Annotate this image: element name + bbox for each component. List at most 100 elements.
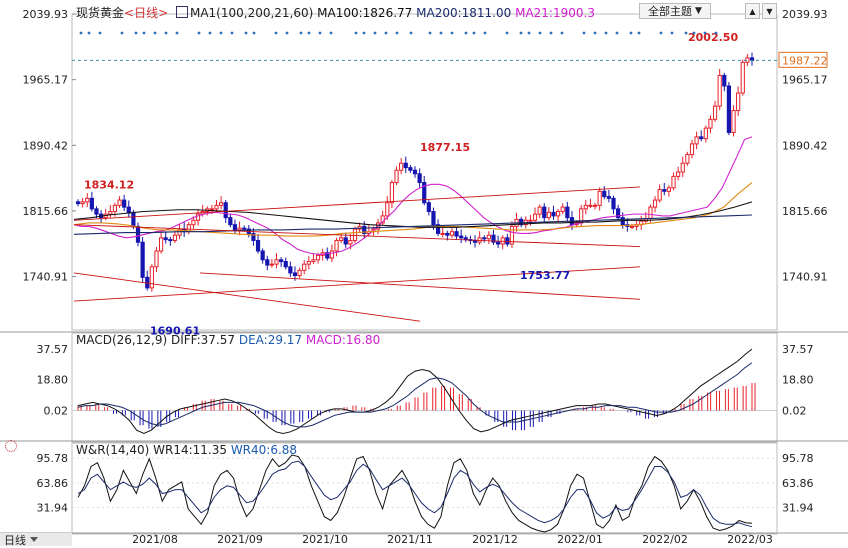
signal-dot — [549, 31, 553, 35]
signal-dot — [428, 31, 432, 35]
period-tab[interactable]: 日线 — [0, 532, 72, 547]
candle-body — [389, 182, 395, 204]
candle-body — [606, 196, 611, 199]
candle-body — [403, 162, 408, 169]
macd-y-tick-right: 37.57 — [782, 343, 814, 356]
signal-dot — [582, 31, 586, 35]
candle-body — [242, 227, 247, 230]
candle-body — [712, 105, 718, 120]
x-tick: 2021/11 — [387, 533, 433, 546]
candle-body — [459, 235, 464, 239]
candle-body — [629, 225, 635, 228]
signal-dot — [483, 31, 487, 35]
signal-dot — [464, 31, 468, 35]
signal-dot — [142, 31, 146, 35]
candle-body — [546, 211, 551, 219]
candle-body — [472, 239, 478, 243]
y-tick-left: 1965.17 — [23, 74, 69, 87]
signal-dot — [208, 31, 212, 35]
candle-body — [297, 269, 302, 277]
candle-body — [255, 239, 261, 252]
candle-body — [417, 173, 422, 184]
candle-body — [219, 202, 224, 206]
wr-label[interactable]: W&R(14,40) — [76, 443, 150, 457]
theme-dropdown[interactable]: 全部主题 ▼ — [639, 3, 711, 19]
candle-body — [662, 189, 667, 192]
candle-body — [214, 204, 219, 210]
triangle-down-icon — [30, 537, 38, 542]
signal-dot — [472, 31, 476, 35]
extreme-label: 1834.12 — [84, 179, 134, 192]
signal-dot — [299, 31, 303, 35]
candle-body — [334, 239, 339, 252]
signal-dot — [615, 31, 619, 35]
wr14-value: WR14:11.35 — [153, 443, 227, 457]
scroll-down-button[interactable]: ▼ — [762, 3, 777, 19]
ma21-line — [73, 136, 753, 256]
candle-body — [726, 85, 732, 133]
signal-dot — [593, 31, 597, 35]
wr-y-tick: 95.78 — [37, 452, 69, 465]
candle-body — [731, 110, 736, 134]
candle-body — [463, 237, 468, 241]
trend-line — [73, 272, 421, 322]
macd-y-tick-right: 0.02 — [782, 404, 807, 417]
current-price-tag — [778, 51, 828, 68]
candle-body — [509, 225, 515, 245]
signal-dot — [527, 31, 531, 35]
settings-icon[interactable] — [5, 440, 17, 452]
x-tick: 2021/10 — [302, 533, 348, 546]
candle-body — [399, 162, 404, 171]
x-tick: 2021/09 — [217, 533, 263, 546]
ma-label[interactable]: MA1(100,200,21,60) — [189, 6, 314, 20]
candle-body — [560, 206, 565, 213]
panel-frame-2 — [71, 442, 778, 535]
x-tick: 2021/08 — [132, 533, 178, 546]
candle-body — [422, 182, 427, 204]
candle-body — [505, 237, 510, 245]
extreme-label: 1753.77 — [520, 269, 570, 282]
candle-body — [722, 74, 727, 87]
panel-frame-0 — [71, 13, 778, 331]
x-tick: 2021/12 — [472, 533, 518, 546]
candle-body — [736, 92, 741, 112]
candle-body — [260, 250, 265, 261]
signal-dot — [670, 31, 674, 35]
candle-body — [158, 237, 164, 252]
candle-body — [163, 237, 168, 241]
candle-body — [385, 202, 390, 217]
candle-body — [80, 201, 85, 205]
candle-body — [551, 211, 556, 217]
macd-diff-value: DIFF:37.57 — [170, 333, 236, 347]
candle-body — [449, 231, 455, 236]
candle-body — [343, 237, 348, 245]
signal-dot — [219, 31, 223, 35]
period-label[interactable]: <日线> — [124, 6, 169, 20]
current-price-label: 1987.22 — [782, 54, 828, 67]
candle-body — [454, 231, 459, 237]
candle-body — [685, 153, 690, 164]
y-tick-left: 1740.91 — [23, 271, 69, 284]
signal-dot — [703, 31, 707, 35]
signal-dot — [519, 31, 523, 35]
candle-body — [680, 162, 685, 173]
signal-dot — [79, 31, 83, 35]
arrow-down-icon: ▼ — [766, 6, 773, 16]
candle-body — [699, 136, 704, 140]
candle-body — [251, 232, 256, 241]
candle-body — [209, 208, 214, 211]
scroll-up-button[interactable]: ▲ — [745, 3, 760, 19]
y-tick-left: 1890.42 — [23, 139, 69, 152]
macd-y-tick-right: 18.80 — [782, 374, 814, 387]
candle-body — [440, 232, 445, 235]
signal-dot — [354, 31, 358, 35]
macd-dea-line — [77, 362, 753, 428]
signal-dot — [538, 31, 542, 35]
signal-dot — [395, 31, 399, 35]
candle-body — [348, 239, 353, 245]
extreme-label: 2002.50 — [688, 31, 738, 44]
candle-body — [306, 261, 311, 265]
macd-label[interactable]: MACD(26,12,9) — [76, 333, 168, 347]
candle-body — [740, 61, 745, 94]
